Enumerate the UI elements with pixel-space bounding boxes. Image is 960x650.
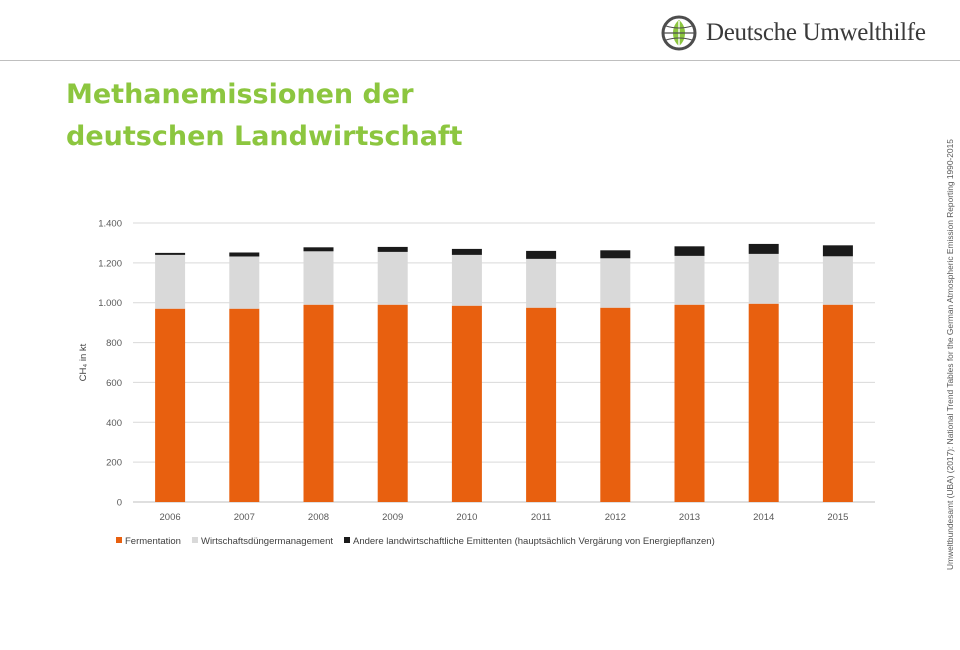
bar-segment-1: [155, 308, 186, 502]
bar-segment-1: [526, 307, 557, 502]
x-tick-label: 2009: [382, 512, 403, 523]
bar-segment-3: [748, 243, 779, 254]
globe-leaf-icon: [661, 15, 697, 51]
bar-segment-3: [155, 252, 186, 255]
x-tick-label: 2007: [234, 512, 255, 523]
bar-segment-1: [748, 303, 779, 502]
x-tick-label: 2014: [753, 512, 774, 523]
x-tick-label: 2008: [308, 512, 329, 523]
bar-segment-1: [303, 304, 334, 502]
bar-segment-2: [600, 258, 631, 308]
y-tick-label: 600: [106, 378, 122, 389]
y-axis-label: CH₄ in kt: [78, 343, 89, 381]
bar-segment-3: [600, 250, 631, 259]
bar-segment-1: [377, 304, 408, 502]
bar-segment-2: [377, 251, 408, 305]
bar-segment-3: [451, 248, 482, 255]
y-tick-label: 1.000: [98, 298, 122, 309]
x-tick-label: 2010: [456, 512, 477, 523]
bar-segment-1: [600, 307, 631, 502]
title-line-2: deutschen Landwirtschaft: [66, 121, 463, 152]
bar-segment-2: [822, 256, 853, 305]
bar-segment-1: [674, 304, 705, 502]
bar-segment-2: [229, 256, 260, 309]
legend-label-3: Andere landwirtschaftliche Emittenten (h…: [353, 536, 715, 547]
x-tick-label: 2012: [605, 512, 626, 523]
bar-segment-3: [674, 246, 705, 256]
legend-swatch-2: [191, 537, 198, 543]
page-title: Methanemissionen der deutschen Landwirts…: [66, 74, 463, 158]
x-tick-label: 2006: [160, 512, 181, 523]
y-tick-label: 1.200: [98, 258, 122, 269]
bar-segment-2: [303, 251, 334, 305]
y-tick-label: 200: [106, 458, 122, 469]
bars: [155, 243, 853, 502]
bar-segment-3: [822, 245, 853, 257]
logo: Deutsche Umwelthilfe: [660, 14, 926, 52]
legend: Fermentation Wirtschaftsdüngermanagement A…: [116, 536, 715, 547]
source-note: Umweltbundesamt (UBA) (2017): National T…: [945, 139, 955, 570]
bar-segment-2: [451, 254, 482, 306]
y-tick-label: 800: [106, 338, 122, 349]
y-tick-label: 1.400: [98, 219, 122, 230]
legend-swatch-3: [344, 537, 350, 543]
y-axis-ticks: 0 200 400 600 800 1.000 1.200 1.400: [98, 219, 122, 509]
bar-segment-1: [229, 308, 260, 502]
bar-segment-1: [451, 305, 482, 502]
bar-segment-3: [303, 247, 334, 252]
bar-segment-2: [674, 255, 705, 305]
title-line-1: Methanemissionen der: [66, 79, 414, 110]
x-tick-label: 2013: [679, 512, 700, 523]
bar-segment-2: [526, 258, 557, 308]
legend-swatch-1: [116, 537, 122, 543]
bar-segment-3: [526, 250, 557, 259]
x-tick-label: 2015: [827, 512, 848, 523]
header-divider: [0, 60, 960, 61]
bar-segment-2: [748, 253, 779, 304]
bar-segment-3: [229, 252, 260, 257]
bar-segment-2: [155, 254, 186, 309]
logo-text: Deutsche Umwelthilfe: [706, 19, 926, 46]
x-tick-label: 2011: [531, 512, 551, 523]
y-tick-label: 400: [106, 418, 122, 429]
legend-label-1: Fermentation: [125, 536, 181, 547]
y-tick-label: 0: [117, 498, 122, 509]
legend-label-2: Wirtschaftsdüngermanagement: [201, 536, 333, 547]
x-axis-ticks: 2006 2007 2008 2009 2010 2011 2012 2013 2014 2015: [160, 512, 849, 523]
bar-segment-1: [822, 304, 853, 502]
bar-segment-3: [377, 246, 408, 252]
